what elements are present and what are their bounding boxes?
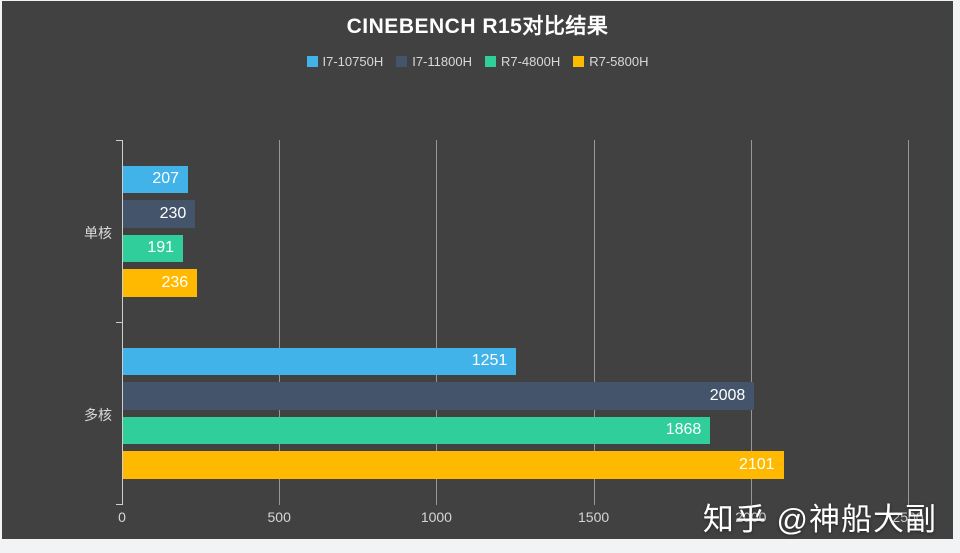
bar: 2008 <box>123 382 755 410</box>
x-axis-tick-label: 1500 <box>578 509 610 525</box>
legend-item: I7-11800H <box>396 54 472 69</box>
bar: 236 <box>123 269 198 297</box>
bar-value-label: 2008 <box>709 386 746 404</box>
gridline <box>279 140 281 505</box>
legend-label: R7-4800H <box>500 54 561 69</box>
watermark: 知乎 @神船大副 <box>702 502 937 537</box>
x-axis-tick-label: 2000 <box>735 509 767 525</box>
legend-item: R7-4800H <box>484 54 561 69</box>
bar: 1868 <box>123 416 711 444</box>
bar-value-label: 236 <box>161 273 189 291</box>
x-axis-tick-label: 1000 <box>420 509 452 525</box>
bar-value-label: 1251 <box>471 352 508 370</box>
y-axis-tick <box>116 140 122 141</box>
gridline <box>436 140 438 505</box>
x-axis-tick-label: 500 <box>267 509 291 525</box>
category-label: 多核 <box>84 407 112 423</box>
legend-swatch-icon <box>396 56 408 67</box>
legend: I7-10750H I7-11800H R7-4800H R7-5800H <box>2 54 953 69</box>
bar: 207 <box>123 165 189 193</box>
category-label: 单核 <box>84 225 112 241</box>
y-axis-tick <box>116 504 122 505</box>
legend-swatch-icon <box>306 56 318 67</box>
gridline <box>593 140 595 505</box>
bar-value-label: 230 <box>159 204 187 222</box>
legend-label: R7-5800H <box>589 54 649 69</box>
legend-label: I7-10750H <box>322 54 384 69</box>
gridline <box>750 140 752 505</box>
legend-label: I7-11800H <box>412 54 472 69</box>
chart-panel: CINEBENCH R15对比结果 I7-10750H I7-11800H R7-4… <box>2 1 953 539</box>
gridline <box>908 140 909 505</box>
bar-value-label: 2101 <box>738 455 775 473</box>
bar: 191 <box>123 234 184 262</box>
legend-swatch-icon <box>484 56 496 67</box>
x-axis-tick-label: 0 <box>118 509 126 525</box>
bar: 230 <box>123 200 196 228</box>
legend-item: I7-10750H <box>306 54 384 69</box>
chart-title: CINEBENCH R15对比结果 <box>346 15 609 38</box>
bar-value-label: 1868 <box>665 421 702 439</box>
bar: 1251 <box>123 347 517 375</box>
legend-swatch-icon <box>573 56 585 67</box>
bar: 2101 <box>123 451 784 479</box>
bar-value-label: 191 <box>147 239 175 257</box>
bar-value-label: 207 <box>152 170 180 188</box>
x-axis-tick-label: 2500 <box>892 509 924 525</box>
legend-item: R7-5800H <box>573 54 649 69</box>
y-axis-tick <box>116 322 122 323</box>
y-axis-line <box>122 140 123 505</box>
